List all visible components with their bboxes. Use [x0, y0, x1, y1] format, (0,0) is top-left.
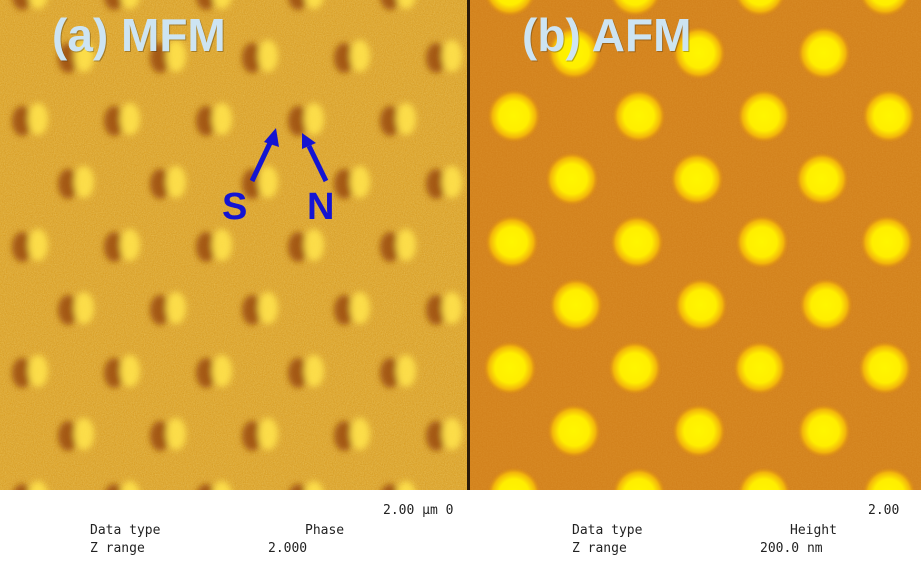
dipole-pair — [242, 166, 278, 199]
magnetic-dot — [545, 152, 599, 206]
magnetic-dot — [672, 26, 726, 80]
afm-z-range-value: 200.0 nm — [760, 541, 823, 556]
dipole-pair — [196, 103, 232, 136]
north-pole-label: N — [307, 186, 335, 228]
dipole-pair — [242, 418, 278, 451]
afm-scale-label: 2.00 — [868, 503, 900, 518]
dipole-pair — [196, 355, 232, 388]
magnetic-dot — [487, 89, 541, 143]
afm-data-type-label: Data type — [572, 523, 643, 538]
magnetic-dot — [610, 215, 664, 269]
mfm-z-range-value: 2.000 — [268, 541, 308, 556]
arrow-to-north — [302, 133, 329, 183]
south-pole-label: S — [222, 186, 248, 228]
afm-height-image — [470, 0, 921, 490]
magnetic-dot — [737, 467, 791, 490]
magnetic-dot — [733, 341, 787, 395]
dipole-pair — [380, 355, 416, 388]
magnetic-dot — [612, 89, 666, 143]
magnetic-dot — [612, 467, 666, 490]
dipole-pair — [104, 103, 140, 136]
magnetic-dot — [858, 341, 912, 395]
magnetic-dot — [483, 341, 537, 395]
dipole-pair — [12, 103, 48, 136]
dipole-pair — [196, 229, 232, 262]
magnetic-dot — [670, 152, 724, 206]
magnetic-dot — [547, 26, 601, 80]
mfm-panel-title: (a) MFM — [52, 9, 226, 61]
dipole-pair — [334, 418, 370, 451]
dipole-pair — [382, 481, 415, 490]
dipole-pair — [150, 292, 186, 325]
arrow-to-south — [249, 128, 279, 183]
dipole-pair — [12, 355, 48, 388]
afm-z-range-label: Z range — [572, 541, 627, 556]
dipole-pair — [104, 0, 139, 10]
magnetic-dot — [487, 467, 541, 490]
dipole-pair — [242, 40, 278, 73]
dipole-pair — [426, 418, 462, 451]
magnetic-dot — [860, 215, 914, 269]
dipole-pair — [334, 292, 370, 325]
dipole-pair — [12, 0, 47, 10]
dipole-pair — [196, 0, 231, 10]
magnetic-dot — [608, 341, 662, 395]
magnetic-dot — [547, 404, 601, 458]
dipole-pair — [198, 481, 231, 490]
dipole-pair — [334, 166, 370, 199]
dipole-pair — [288, 355, 324, 388]
magnetic-dot — [549, 278, 603, 332]
magnetic-dot — [735, 215, 789, 269]
dipole-pair — [104, 355, 140, 388]
dipole-pair — [12, 229, 48, 262]
dipole-pair — [426, 292, 462, 325]
magnetic-dot — [672, 404, 726, 458]
magnetic-dot — [737, 89, 791, 143]
mfm-data-type-value: Phase — [305, 523, 345, 538]
mfm-z-range-label: Z range — [90, 541, 145, 556]
dipole-pair — [58, 292, 94, 325]
dipole-pair — [150, 40, 186, 73]
magnetic-dot — [485, 215, 539, 269]
magnetic-dot — [484, 0, 536, 17]
dipole-pair — [58, 166, 94, 199]
mfm-image-panel: (a) MFM S N — [0, 0, 467, 490]
magnetic-dot — [795, 152, 849, 206]
afm-panel-title: (b) AFM — [522, 9, 692, 61]
dipole-pair — [380, 103, 416, 136]
magnetic-dot — [862, 467, 916, 490]
dipole-pair — [104, 229, 140, 262]
magnetic-dot — [862, 89, 916, 143]
mfm-phase-image — [0, 0, 467, 490]
dipole-pair — [380, 0, 415, 10]
magnetic-dot — [859, 0, 911, 17]
magnetic-dot — [674, 278, 728, 332]
dipole-pair — [334, 40, 370, 73]
mfm-data-type-label: Data type — [90, 523, 161, 538]
dipole-pair — [288, 103, 324, 136]
dipole-pair — [426, 40, 462, 73]
dipole-pair — [58, 418, 94, 451]
magnetic-dot — [797, 404, 851, 458]
dipole-pair — [58, 40, 94, 73]
dipole-pair — [288, 229, 324, 262]
magnetic-dot — [609, 0, 661, 17]
dipole-pair — [288, 0, 323, 10]
dipole-pair — [290, 481, 323, 490]
dipole-pair — [150, 418, 186, 451]
dipole-pair — [380, 229, 416, 262]
dipole-pair — [242, 292, 278, 325]
dipole-pair — [106, 481, 139, 490]
magnetic-dot — [734, 0, 786, 17]
afm-data-type-value: Height — [790, 523, 837, 538]
mfm-scale-label: 2.00 μm 0 — [383, 503, 454, 518]
dipole-pair — [14, 481, 47, 490]
afm-image-panel: (b) AFM — [470, 0, 921, 490]
panel-divider — [467, 0, 470, 490]
magnetic-dot — [799, 278, 853, 332]
magnetic-dot — [797, 26, 851, 80]
dipole-pair — [426, 166, 462, 199]
dipole-pair — [150, 166, 186, 199]
